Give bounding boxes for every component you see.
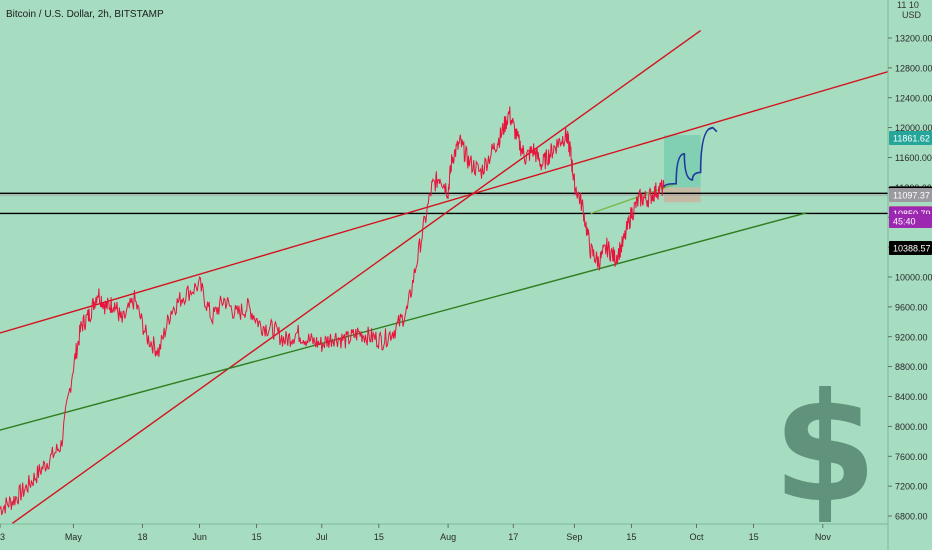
price-tag-label-2: 11097.37 [893,191,930,201]
price-tag-label-0: 11861.62 [893,133,930,143]
price-tag-label-6: 10388.57 [893,243,931,253]
price-tag-bg-0 [889,130,932,145]
x-tick-label-11: Oct [690,532,705,542]
x-tick-label-4: 15 [252,532,262,542]
y-tick-label-4: 8400.00 [895,392,928,402]
price-series-line [0,106,665,516]
y-tick-label-14: 12400.00 [895,93,932,103]
plot-area: $ [0,29,888,536]
y-tick-label-0: 6800.00 [895,512,928,522]
price-tag-label-4: 10850.79 [893,209,931,219]
price-tag-label-5: 45:40 [893,216,916,226]
y-tick-label-8: 10000.00 [895,273,932,283]
y-tick-label-16: 13200.00 [895,34,932,44]
x-tick-label-7: Aug [440,532,456,542]
price-tag-bg-2 [889,188,932,203]
x-tick-label-3: Jun [192,532,207,542]
trend-line-2 [0,212,807,431]
x-tick-label-13: Nov [815,532,832,542]
currency-label: USD [902,10,922,20]
y-tick-label-7: 9600.00 [895,302,928,312]
x-tick-label-6: 15 [374,532,384,542]
y-tick-label-12: 11600.00 [895,153,932,163]
price-tag-bg-6 [889,240,932,255]
y-tick-label-3: 8000.00 [895,422,928,432]
dollar-sign-icon: $ [773,362,877,536]
x-tick-label-10: 15 [626,532,636,542]
trend-line-1 [11,29,702,524]
y-tick-label-5: 8800.00 [895,362,928,372]
y-tick-label-15: 12800.00 [895,63,932,73]
target-zone [663,135,701,188]
chart-title: Bitcoin / U.S. Dollar, 2h, BITSTAMP [6,9,164,20]
x-tick-label-1: May [65,532,83,542]
x-tick-label-2: 18 [138,532,148,542]
price-tag-bg-5 [889,213,932,228]
x-tick-label-0: 13 [0,532,5,542]
projection-arrowhead [707,126,718,133]
y-tick-label-1: 7200.00 [895,482,928,492]
projection-path [663,126,714,188]
trend-line-0 [0,70,888,334]
x-tick-label-12: 15 [749,532,759,542]
x-tick-label-9: Sep [566,532,582,542]
top-tick-label: 11 10 [897,0,919,10]
y-tick-label-6: 9200.00 [895,332,928,342]
y-tick-label-13: 12000.00 [895,123,932,133]
x-tick-label-5: Jul [316,532,328,542]
y-tick-label-2: 7600.00 [895,452,928,462]
trend-line-3 [590,182,677,215]
x-tick-label-8: 17 [508,532,518,542]
